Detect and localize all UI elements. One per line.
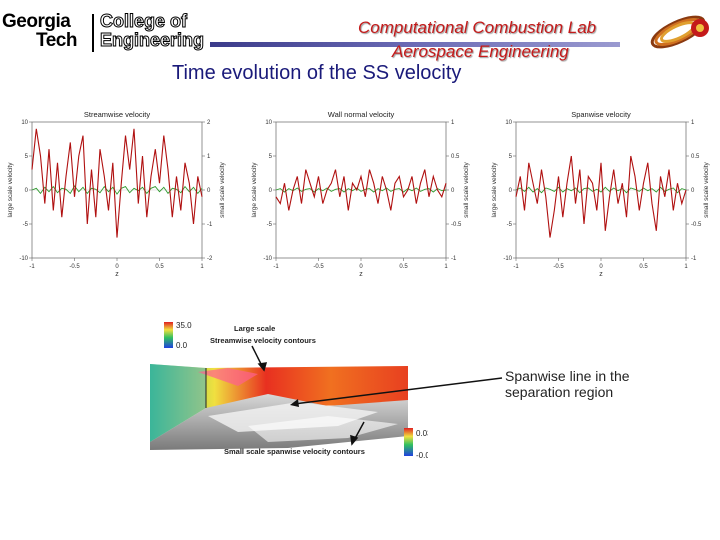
- chart-title: Streamwise velocity: [84, 110, 151, 119]
- x-axis-label: z: [359, 271, 363, 278]
- header-rule: [210, 42, 620, 47]
- y-tick-label: 5: [269, 154, 273, 160]
- x-axis-label: z: [115, 271, 119, 278]
- spanwise-line-annotation: Spanwise line in the separation region: [505, 368, 630, 400]
- x-tick-label: 1: [200, 264, 204, 270]
- y-tick-label: -10: [503, 256, 512, 262]
- small-scale-colorbar: 0.03 -0.03: [404, 428, 435, 460]
- x-tick-label: 0.5: [155, 264, 164, 270]
- x-tick-label: 1: [684, 264, 688, 270]
- y-axis-label: large scale velocity: [7, 162, 14, 218]
- college-line-2: Engineering: [99, 30, 205, 50]
- x-tick-label: -1: [29, 264, 35, 270]
- small-scale-label: Small scale spanwise velocity contours: [224, 447, 365, 456]
- large-scale-label-1: Large scale: [234, 324, 275, 333]
- y-tick-label: 0: [25, 188, 29, 194]
- velocity-contour-visualization: 35.0 0.0 0.03 -0.03 Large scale Streamwi…: [148, 316, 435, 466]
- x-tick-label: 0: [599, 264, 603, 270]
- y-right-tick-label: 0.5: [451, 154, 460, 160]
- x-tick-label: -1: [513, 264, 519, 270]
- x-tick-label: 0.5: [399, 264, 408, 270]
- large-scale-label-2: Streamwise velocity contours: [210, 336, 316, 345]
- logo-wordmark: Georgia Tech: [2, 12, 77, 50]
- x-tick-label: -0.5: [313, 264, 324, 270]
- y-right-axis-label: small scale velocity: [703, 161, 710, 217]
- x-tick-label: 0: [115, 264, 119, 270]
- streamwise-velocity-plot: -10 -5 0 5 10 -2 -1 0 1 2 -1 -0.5 0 0.5 1 Streamwise ve…: [2, 108, 232, 278]
- y-tick-label: -10: [263, 256, 272, 262]
- flow-domain: [150, 364, 408, 450]
- y-right-tick-label: 0.5: [691, 154, 700, 160]
- spanwise-pointer-arrow: [290, 377, 503, 407]
- spanwise-annotation-line-1: Spanwise line in the: [505, 368, 630, 384]
- y-tick-label: -5: [507, 222, 513, 228]
- x-tick-label: -0.5: [553, 264, 564, 270]
- y-tick-label: 10: [21, 120, 28, 126]
- y-right-tick-label: 0: [207, 188, 211, 194]
- y-tick-label: 0: [269, 188, 273, 194]
- y-right-tick-label: -1: [691, 256, 697, 262]
- y-axis-label: large scale velocity: [491, 162, 498, 218]
- spanwise-annotation-line-2: separation region: [505, 384, 614, 400]
- y-right-tick-label: -1: [451, 256, 457, 262]
- wall-normal-velocity-plot: -10 -5 0 5 10 -1 -0.5 0 0.5 1 -1 -0.5 0 0.5 1 Wall norm…: [246, 108, 476, 278]
- y-right-tick-label: 2: [207, 120, 211, 126]
- chart-title: Spanwise velocity: [571, 110, 631, 119]
- y-tick-label: 0: [509, 188, 513, 194]
- y-tick-label: -5: [267, 222, 273, 228]
- y-right-tick-label: 0: [691, 188, 695, 194]
- lab-name: Computational Combustion Lab: [358, 18, 597, 37]
- slide-title: Time evolution of the SS velocity: [172, 62, 462, 84]
- large-scale-series-line: [275, 169, 447, 211]
- large-scale-series-line: [515, 155, 687, 238]
- annotation-arrows: [251, 345, 365, 446]
- college-wordmark: College of Engineering: [99, 11, 205, 50]
- x-tick-label: -1: [273, 264, 279, 270]
- x-tick-label: 1: [444, 264, 448, 270]
- logo-divider: [92, 14, 94, 52]
- chart-title: Wall normal velocity: [328, 110, 395, 119]
- y-tick-label: -5: [23, 222, 29, 228]
- y-right-axis-label: small scale velocity: [219, 161, 226, 217]
- small-scale-series-line: [275, 187, 447, 193]
- logo-line-tech: Tech: [36, 30, 77, 51]
- x-tick-label: -0.5: [69, 264, 80, 270]
- combustion-lab-emblem: [640, 2, 720, 67]
- college-line-1: College of: [99, 11, 188, 31]
- large-scale-max-label: 35.0: [176, 321, 192, 330]
- y-right-tick-label: 1: [451, 120, 455, 126]
- x-tick-label: 0.5: [639, 264, 648, 270]
- y-tick-label: 5: [25, 154, 29, 160]
- large-scale-series-line: [31, 128, 203, 238]
- y-right-tick-label: -2: [207, 256, 213, 262]
- x-axis-label: z: [599, 271, 603, 278]
- y-right-tick-label: 0: [451, 188, 455, 194]
- small-scale-min-label: -0.03: [416, 451, 428, 460]
- y-right-tick-label: -0.5: [451, 222, 462, 228]
- logo-line-georgia: Georgia: [2, 11, 71, 32]
- spanwise-velocity-plot: -10 -5 0 5 10 -1 -0.5 0 0.5 1 -1 -0.5 0 0.5 1 Spanwise …: [486, 108, 716, 278]
- small-scale-series-line: [31, 185, 203, 195]
- y-right-tick-label: 1: [207, 154, 211, 160]
- x-tick-label: 0: [359, 264, 363, 270]
- y-right-axis-label: small scale velocity: [463, 161, 470, 217]
- y-tick-label: 10: [265, 120, 272, 126]
- large-scale-min-label: 0.0: [176, 341, 188, 350]
- large-scale-colorbar: 35.0 0.0: [164, 321, 192, 350]
- y-right-tick-label: 1: [691, 120, 695, 126]
- y-right-tick-label: -0.5: [691, 222, 702, 228]
- y-axis-label: large scale velocity: [251, 162, 258, 218]
- y-tick-label: 5: [509, 154, 513, 160]
- department-name: Aerospace Engineering: [392, 42, 569, 61]
- y-right-tick-label: -1: [207, 222, 213, 228]
- y-tick-label: -10: [19, 256, 28, 262]
- y-tick-label: 10: [505, 120, 512, 126]
- small-scale-max-label: 0.03: [416, 429, 428, 438]
